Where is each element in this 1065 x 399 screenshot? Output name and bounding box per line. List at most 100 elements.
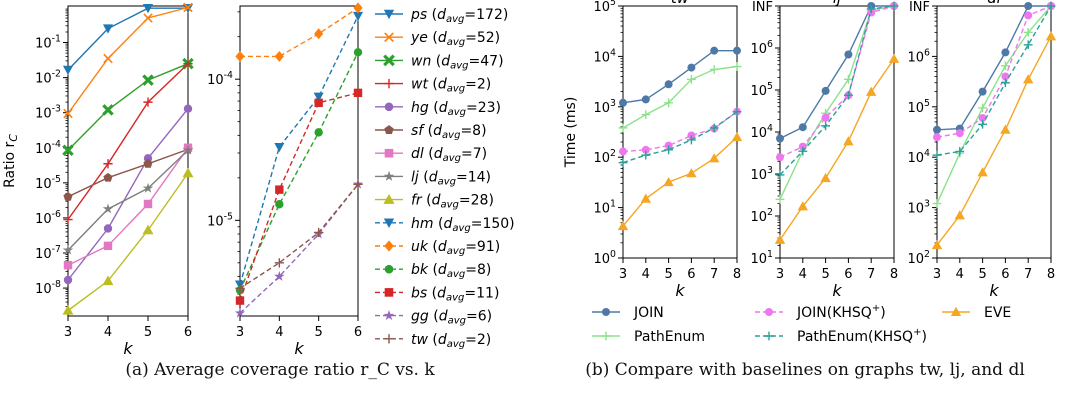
legend-label: lj (davg=14) (411, 169, 491, 187)
y-tick-label: 106 (751, 39, 774, 57)
y-tick-label: 106 (908, 47, 931, 65)
series-line (67, 149, 189, 251)
series-line (779, 5, 894, 140)
legend-label: bs (davg=11) (411, 285, 499, 303)
series-line (239, 92, 359, 301)
legend-marker (384, 125, 394, 134)
plot-frame (622, 5, 738, 259)
x-tick-label: 4 (642, 267, 650, 282)
data-point (62, 244, 74, 255)
legend-marker (383, 310, 395, 321)
x-tick-label: 4 (956, 267, 964, 282)
legend-item: ps (davg=172) (375, 7, 508, 25)
data-point (619, 98, 627, 107)
legend-label: dl (davg=7) (411, 146, 487, 164)
x-tick-label: 6 (1001, 267, 1009, 282)
y-tick-label: 101 (751, 249, 774, 267)
legend-item: JOIN(KHSQ+) (755, 303, 886, 321)
legend-marker (384, 102, 394, 112)
data-point (641, 110, 651, 120)
y-axis-label: Time (ms) (563, 97, 579, 169)
data-point (933, 133, 941, 142)
data-point (274, 142, 285, 153)
x-tick-label: 5 (315, 325, 323, 340)
data-point (1001, 78, 1010, 88)
series-line (239, 183, 359, 289)
y-tick-label: 10-6 (35, 209, 61, 227)
legend-label: tw (davg=2) (411, 332, 491, 350)
data-point (843, 136, 854, 146)
series-line (67, 6, 189, 114)
legend-marker (383, 218, 395, 228)
x-tick-label: 3 (933, 267, 941, 282)
data-point (955, 129, 964, 138)
x-tick-label: 3 (236, 325, 244, 340)
legend-marker (384, 240, 394, 252)
data-point (63, 108, 73, 119)
data-point (709, 123, 719, 133)
y-tick-label: 103 (751, 165, 774, 183)
data-point (234, 307, 246, 318)
series-line (779, 58, 895, 241)
x-tick-label: 6 (354, 325, 362, 340)
data-point (182, 144, 194, 155)
x-tick-label: 4 (104, 325, 112, 340)
y-tick-label: 105 (594, 0, 617, 15)
legend-label: wt (davg=2) (411, 77, 491, 95)
data-point (314, 98, 323, 108)
data-point (1023, 27, 1033, 37)
series-line (239, 183, 359, 314)
data-point (143, 154, 153, 163)
legend-marker (601, 331, 611, 341)
x-tick-label: 5 (144, 325, 152, 340)
y-tick-label: 100 (594, 249, 617, 267)
data-point (314, 28, 324, 40)
data-point (143, 13, 153, 23)
y-tick-label: 10-3 (35, 104, 61, 122)
data-point (640, 193, 651, 203)
data-point (314, 227, 324, 238)
data-point (62, 65, 74, 76)
plot-frame (779, 5, 895, 259)
series-line (67, 172, 189, 312)
legend-marker (383, 194, 395, 204)
data-point (687, 135, 696, 145)
panel-a-right: 10-5 10-4 3 4 5 6 k (207, 2, 364, 358)
x-axis-label: k (123, 339, 133, 358)
data-point (687, 74, 696, 84)
series-line (240, 7, 359, 58)
legend-marker (950, 306, 962, 316)
data-point (62, 305, 74, 315)
x-tick-label: 7 (867, 267, 875, 282)
legend-label: hm (davg=150) (411, 216, 515, 234)
x-axis-label: k (294, 339, 304, 358)
legend-label: sf (davg=8) (411, 123, 487, 141)
legend-a: ps (davg=172) ye (davg=52) wn (davg=47) wt … (375, 7, 515, 350)
data-point (709, 153, 720, 163)
data-point (732, 62, 742, 71)
data-point (1023, 40, 1033, 50)
data-point (798, 146, 808, 156)
data-point (183, 2, 193, 13)
series-group (234, 2, 364, 318)
plot-frame (239, 5, 359, 317)
legend-marker (383, 54, 395, 67)
y-tick-label: 10-7 (35, 244, 61, 262)
legend-label: hg (davg=23) (411, 100, 501, 118)
legend-marker (383, 170, 395, 181)
x-tick-label: 3 (619, 267, 627, 282)
x-tick-label: 6 (687, 267, 695, 282)
series-line (67, 7, 188, 71)
legend-label: PathEnum (634, 329, 705, 345)
y-tick-label: 104 (594, 47, 617, 65)
x-tick-label: 6 (184, 325, 192, 340)
legend-item: gg (davg=6) (375, 309, 492, 327)
legend-marker (765, 308, 773, 316)
data-point (797, 201, 808, 211)
series-line (936, 5, 1052, 156)
series-line (67, 147, 189, 266)
caption-b: (b) Compare with baselines on graphs tw,… (585, 360, 1025, 380)
y-tick-label: 105 (751, 81, 774, 99)
series-line (779, 5, 895, 158)
